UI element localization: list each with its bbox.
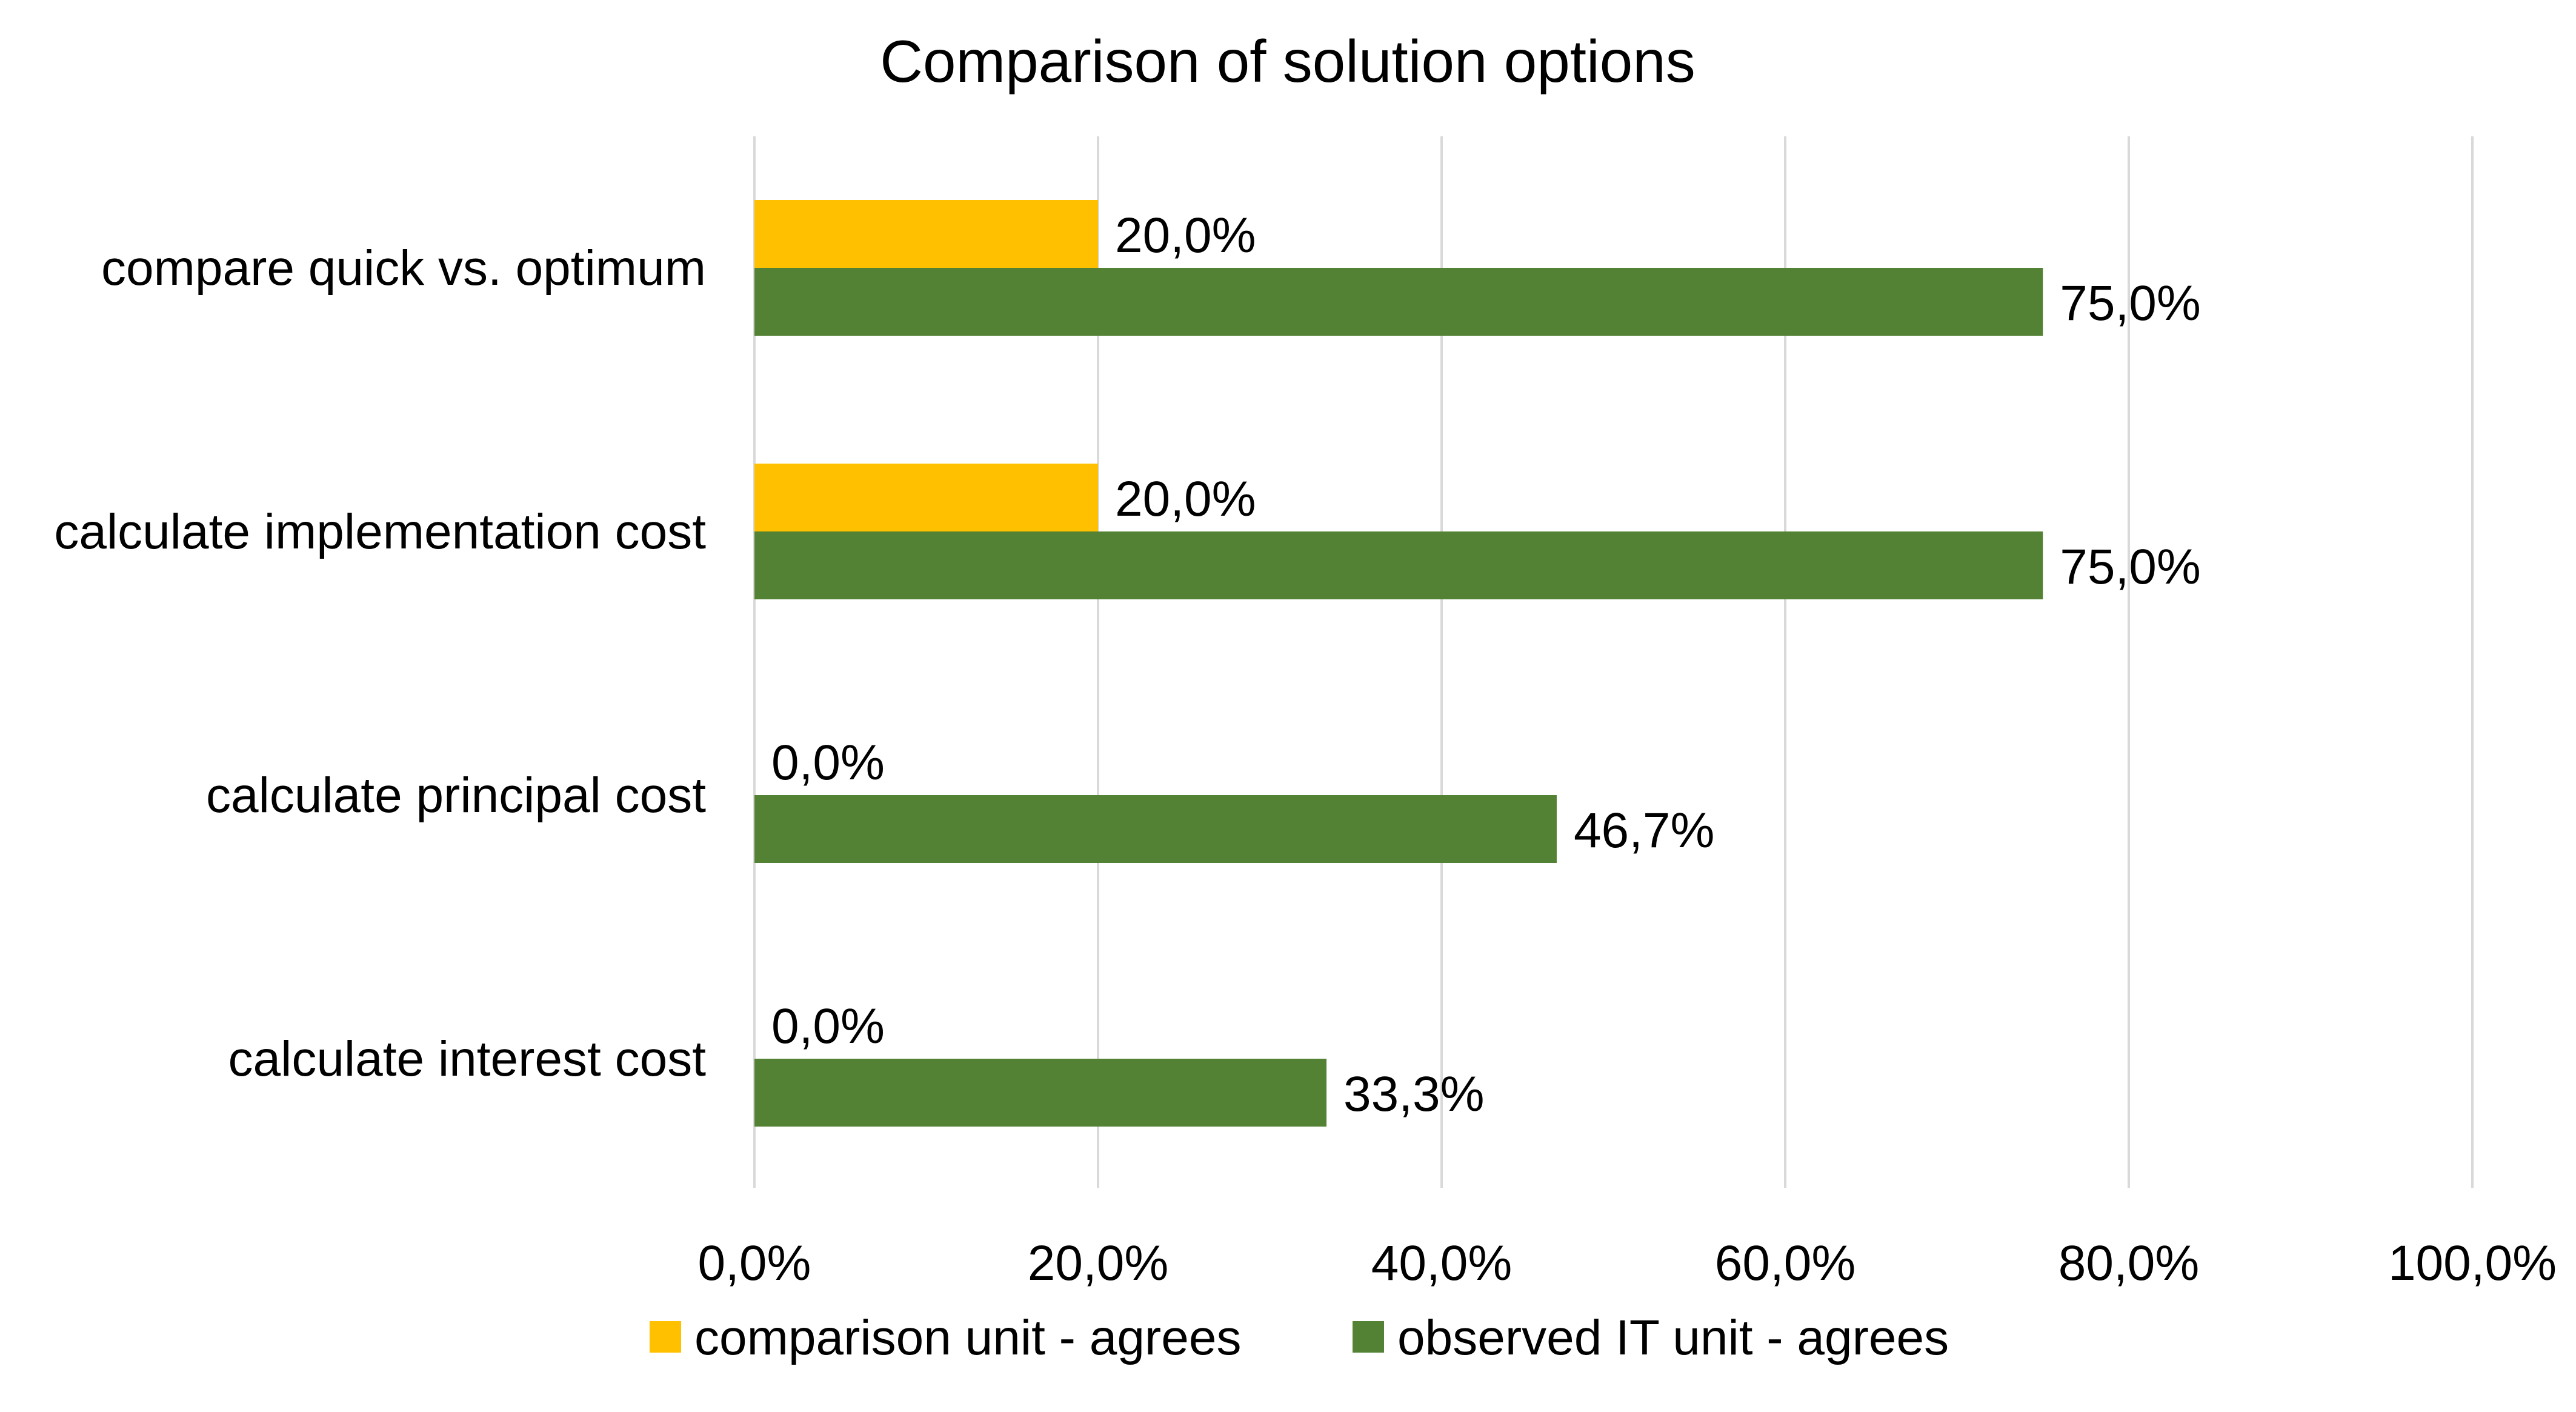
- x-tick-labels: 0,0% 20,0% 40,0% 60,0% 80,0% 100,0%: [698, 1236, 2557, 1291]
- data-label: 0,0%: [771, 735, 885, 790]
- legend-label: comparison unit - agrees: [694, 1310, 1241, 1365]
- data-label: 20,0%: [1115, 208, 1256, 263]
- legend-swatch: [1353, 1321, 1384, 1353]
- category-labels: compare quick vs. optimum calculate imple…: [54, 241, 706, 1087]
- category-label: calculate interest cost: [228, 1031, 707, 1087]
- data-label: 75,0%: [2060, 539, 2201, 594]
- data-label: 33,3%: [1343, 1067, 1485, 1122]
- x-tick-label: 40,0%: [1371, 1236, 1513, 1291]
- x-tick-label: 20,0%: [1028, 1236, 1169, 1291]
- legend: comparison unit - agrees observed IT unit…: [650, 1310, 1949, 1365]
- bar-observed-it-unit: [754, 268, 2043, 336]
- data-label: 46,7%: [1574, 803, 1715, 858]
- bar-observed-it-unit: [754, 795, 1557, 863]
- category-label: calculate principal cost: [206, 768, 706, 823]
- data-label: 20,0%: [1115, 471, 1256, 527]
- category-label: calculate implementation cost: [54, 504, 706, 559]
- bar-comparison-unit: [754, 200, 1098, 268]
- legend-label: observed IT unit - agrees: [1397, 1310, 1949, 1365]
- data-labels: 20,0% 75,0% 20,0% 75,0% 0,0% 46,7% 0,0% 33,3%: [771, 208, 2201, 1122]
- x-tick-label: 0,0%: [698, 1236, 811, 1291]
- x-tick-label: 100,0%: [2388, 1236, 2557, 1291]
- chart-title: Comparison of solution options: [880, 28, 1696, 95]
- data-label: 0,0%: [771, 999, 885, 1054]
- category-label: compare quick vs. optimum: [101, 241, 706, 296]
- bar-comparison-unit: [754, 464, 1098, 531]
- data-label: 75,0%: [2060, 276, 2201, 331]
- x-tick-label: 80,0%: [2058, 1236, 2200, 1291]
- legend-swatch: [650, 1321, 681, 1353]
- bar-observed-it-unit: [754, 1059, 1327, 1127]
- bars: [754, 200, 2043, 1127]
- bar-observed-it-unit: [754, 531, 2043, 599]
- x-tick-label: 60,0%: [1715, 1236, 1856, 1291]
